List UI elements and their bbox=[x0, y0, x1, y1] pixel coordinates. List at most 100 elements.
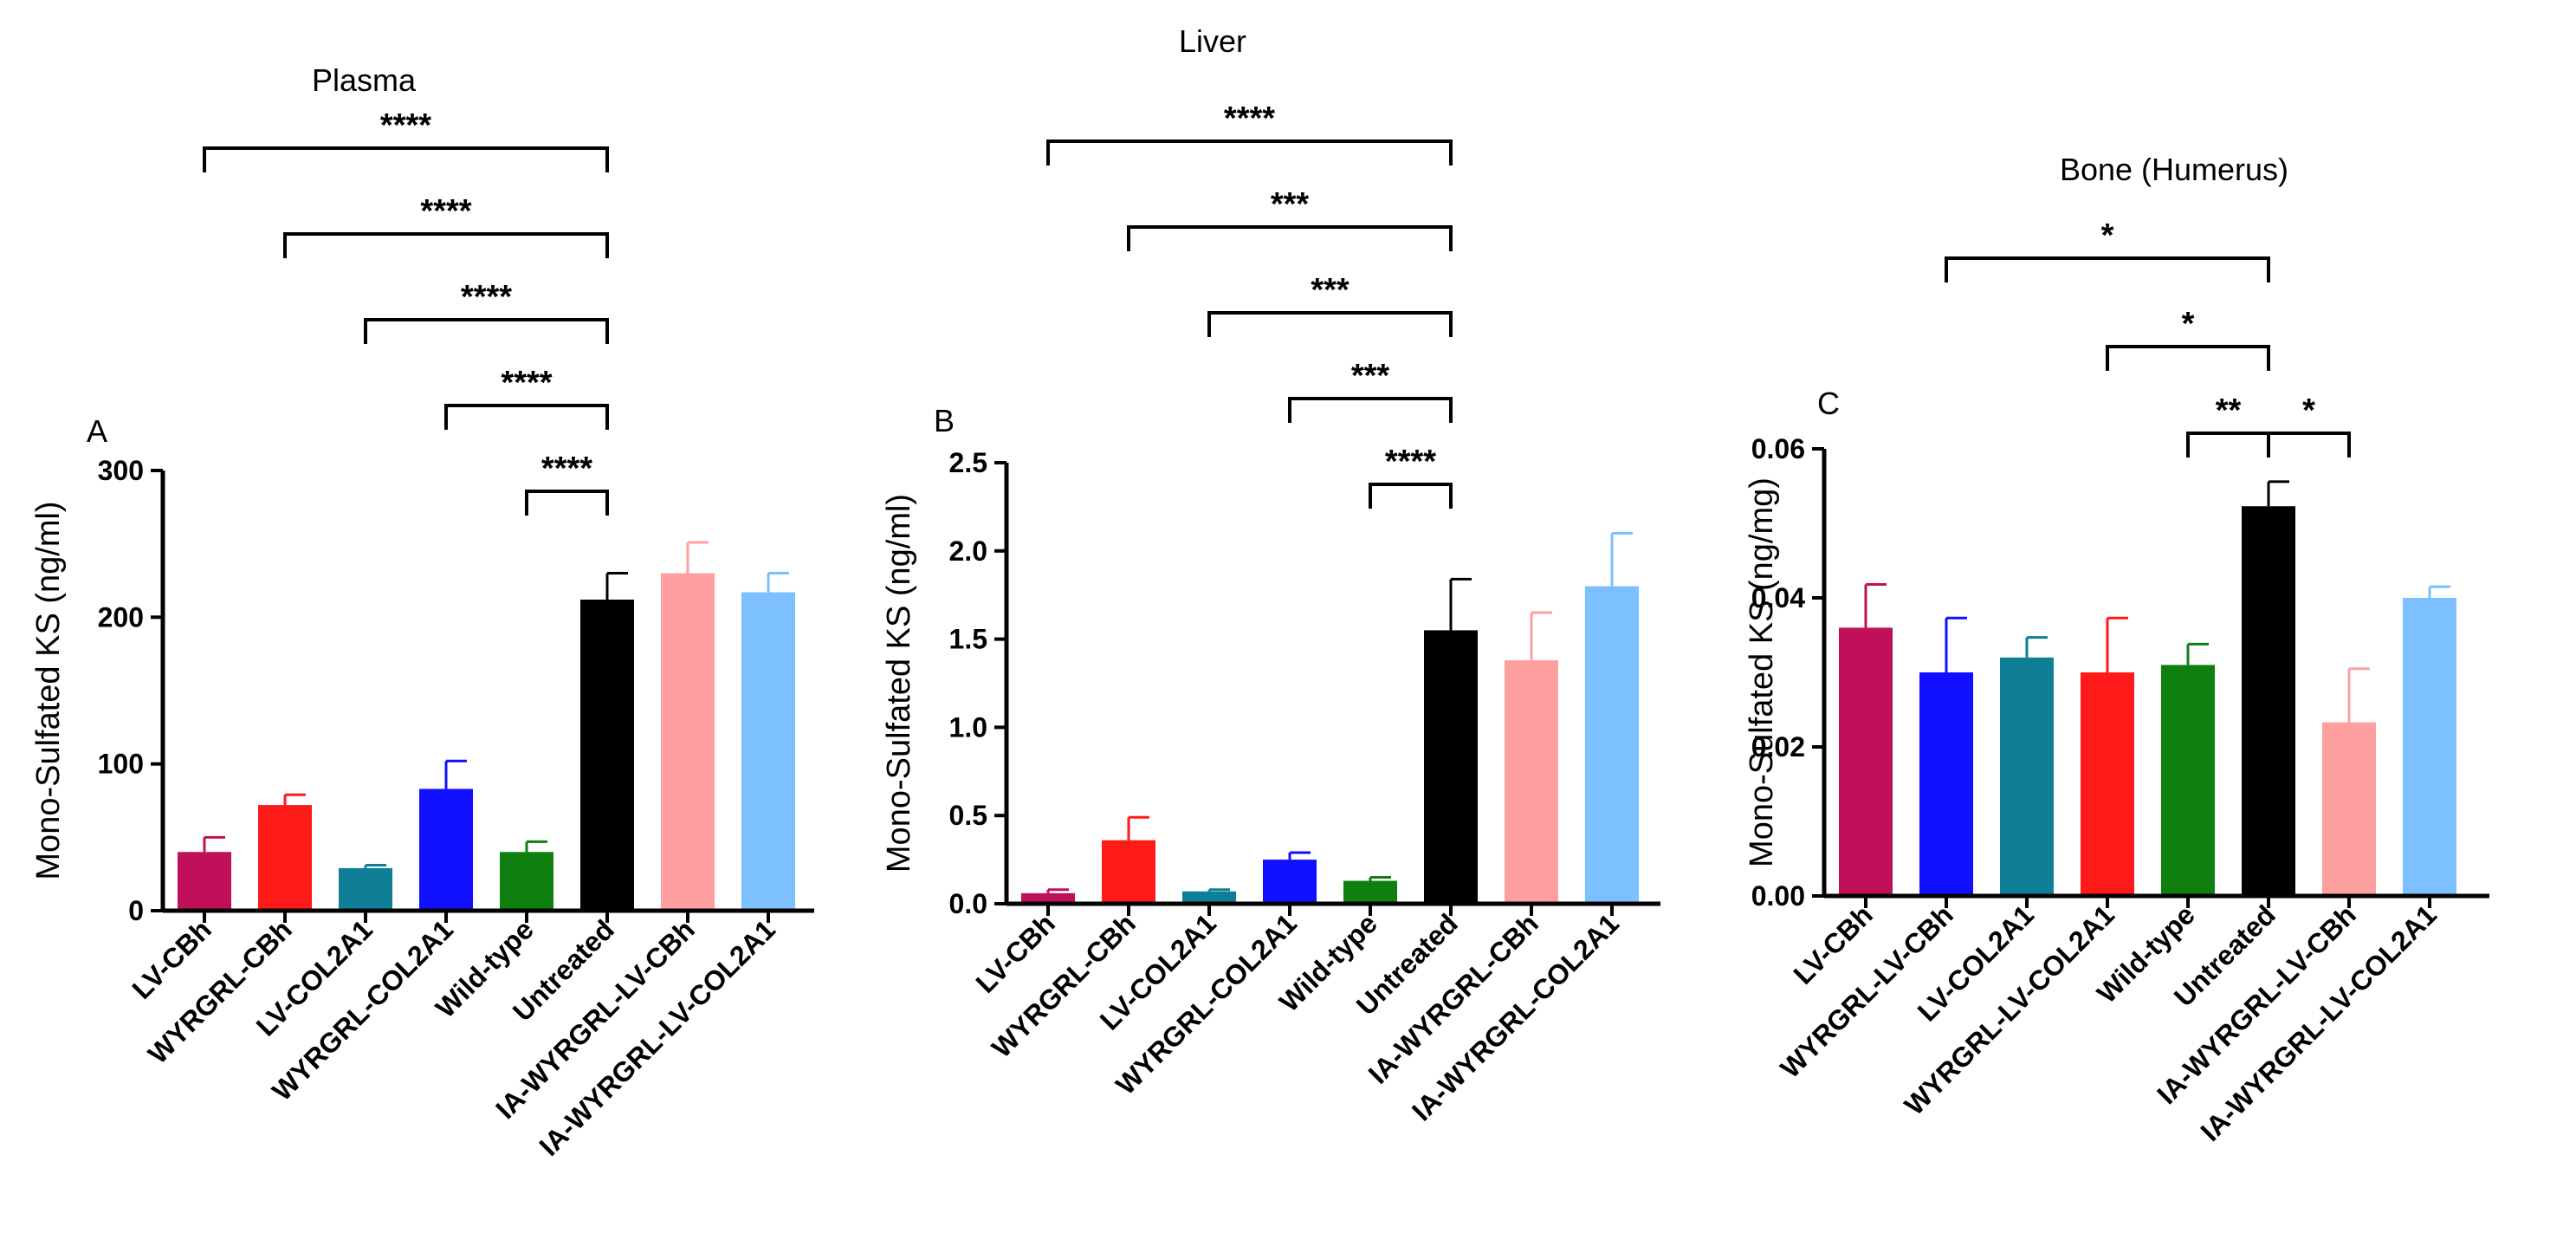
bar-7 bbox=[661, 573, 715, 911]
bracket-line bbox=[2267, 432, 2351, 458]
bar-3 bbox=[339, 867, 392, 911]
bar-2 bbox=[1102, 840, 1155, 904]
bracket-line bbox=[203, 146, 609, 172]
significance-bracket bbox=[203, 146, 609, 172]
bar-7 bbox=[2322, 722, 2376, 896]
bracket-line bbox=[444, 404, 609, 430]
bar-3 bbox=[2000, 657, 2054, 896]
chart-title: Liver bbox=[1179, 23, 1246, 59]
bracket-line bbox=[364, 318, 609, 344]
error-bar-1 bbox=[1864, 583, 1887, 628]
y-axis-label: Mono-Sulfated KS (ng/ml) bbox=[881, 494, 917, 873]
bracket-line bbox=[1945, 256, 2270, 282]
error-bar-6 bbox=[605, 572, 628, 600]
bracket-line bbox=[525, 490, 609, 516]
significance-bracket bbox=[1127, 225, 1453, 251]
significance-label: **** bbox=[501, 365, 552, 401]
bar-4 bbox=[2081, 672, 2134, 896]
y-tick-label: 2.5 bbox=[949, 447, 987, 478]
y-tick-label: 1.5 bbox=[949, 624, 987, 655]
bar-3 bbox=[1182, 891, 1236, 904]
error-bar-1 bbox=[203, 835, 225, 853]
error-bar-4 bbox=[1288, 851, 1311, 860]
significance-bracket bbox=[364, 318, 609, 344]
y-tick-label: 0.5 bbox=[949, 800, 987, 831]
significance-label: **** bbox=[420, 193, 471, 230]
bracket-line bbox=[1207, 311, 1453, 337]
chart-title: Bone (Humerus) bbox=[2060, 152, 2288, 187]
y-tick-label: 0.04 bbox=[1751, 582, 1805, 613]
error-bar-5 bbox=[2186, 642, 2209, 665]
error-bar-3 bbox=[364, 864, 386, 868]
error-bar-7 bbox=[686, 541, 709, 574]
significance-bracket bbox=[444, 404, 609, 430]
significance-label: **** bbox=[1385, 444, 1436, 480]
y-tick-label: 0.02 bbox=[1751, 731, 1805, 763]
significance-label: * bbox=[2101, 217, 2114, 254]
significance-bracket bbox=[1945, 256, 2270, 282]
bar-6 bbox=[580, 600, 634, 911]
bracket-line bbox=[2186, 432, 2270, 458]
bar-4 bbox=[419, 788, 473, 911]
significance-bracket bbox=[2106, 345, 2270, 371]
significance-label: *** bbox=[1271, 186, 1310, 223]
significance-label: * bbox=[2302, 393, 2315, 429]
bar-2 bbox=[1919, 672, 1973, 896]
y-tick-label: 200 bbox=[98, 601, 144, 633]
significance-bracket bbox=[1369, 483, 1453, 509]
y-axis-label: Mono-Sulfated KS (ng/mg) bbox=[1744, 477, 1780, 867]
bar-8 bbox=[741, 592, 795, 911]
panel-letter: C bbox=[1817, 386, 1840, 421]
y-tick-label: 0.0 bbox=[949, 888, 987, 919]
y-tick-label: 100 bbox=[98, 749, 144, 780]
y-tick-label: 2.0 bbox=[949, 535, 987, 567]
bar-6 bbox=[1424, 630, 1478, 904]
bracket-line bbox=[1127, 225, 1453, 251]
bar-1 bbox=[178, 852, 231, 911]
error-bar-2 bbox=[283, 793, 306, 806]
panel-letter: A bbox=[87, 413, 107, 449]
error-bar-5 bbox=[525, 840, 547, 853]
y-tick-label: 0.00 bbox=[1751, 880, 1805, 912]
significance-label: ** bbox=[2216, 393, 2242, 429]
bracket-line bbox=[283, 232, 609, 258]
bar-5 bbox=[500, 852, 553, 911]
significance-label: *** bbox=[1311, 272, 1349, 308]
error-bar-7 bbox=[2347, 667, 2370, 723]
error-bar-2 bbox=[1127, 815, 1149, 840]
chart-panel-a: Plasma A Mono-Sulfated KS (ng/ml) 0 100 200 30… bbox=[30, 62, 814, 1162]
y-tick-label: 0.06 bbox=[1751, 433, 1805, 464]
error-bar-6 bbox=[1449, 577, 1472, 631]
chart-title: Plasma bbox=[312, 62, 417, 98]
bar-5 bbox=[2161, 665, 2215, 896]
bar-1 bbox=[1839, 627, 1893, 896]
bracket-line bbox=[1288, 397, 1453, 423]
bar-8 bbox=[2403, 598, 2456, 896]
panel-letter: B bbox=[934, 403, 955, 438]
error-bar-8 bbox=[767, 572, 789, 593]
error-bar-3 bbox=[2025, 636, 2048, 658]
bracket-line bbox=[1369, 483, 1453, 509]
significance-label: *** bbox=[1351, 358, 1390, 394]
bar-7 bbox=[1505, 660, 1558, 904]
error-bar-2 bbox=[1945, 616, 1967, 672]
x-tick-label: WYRGRL-CBh bbox=[142, 913, 298, 1069]
bracket-line bbox=[1046, 140, 1453, 165]
chart-panel-b: Liver B Mono-Sulfated KS (ng/ml) 0.0 0.5 1.0 1… bbox=[881, 23, 1660, 1126]
x-tick-label: WYRGRL-CBh bbox=[986, 907, 1142, 1063]
error-bar-7 bbox=[1530, 611, 1552, 661]
y-tick-label: 1.0 bbox=[949, 711, 987, 743]
bar-1 bbox=[1021, 892, 1075, 904]
significance-label: **** bbox=[541, 451, 592, 487]
significance-bracket bbox=[283, 232, 609, 258]
y-tick-label: 300 bbox=[98, 455, 144, 486]
bracket-line bbox=[2106, 345, 2270, 371]
significance-bracket bbox=[2186, 432, 2270, 458]
bar-5 bbox=[1343, 880, 1397, 904]
y-tick-label: 0 bbox=[128, 895, 144, 926]
error-bar-4 bbox=[444, 759, 467, 789]
significance-bracket bbox=[1207, 311, 1453, 337]
error-bar-1 bbox=[1046, 888, 1069, 893]
